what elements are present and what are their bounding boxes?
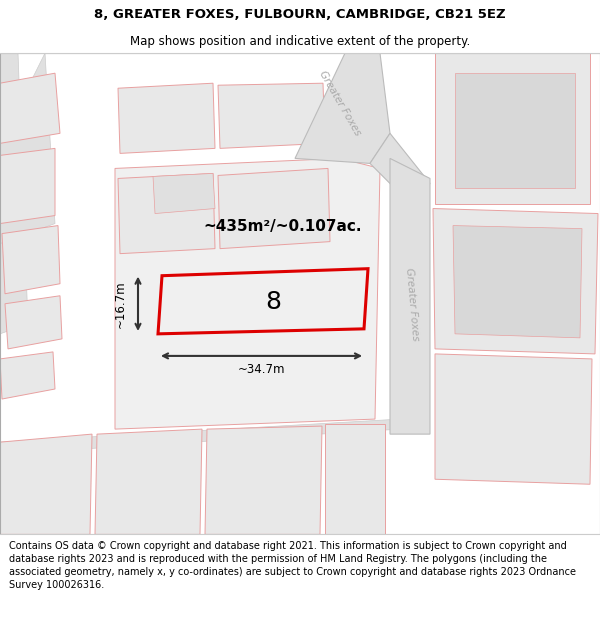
Text: Contains OS data © Crown copyright and database right 2021. This information is : Contains OS data © Crown copyright and d…: [9, 541, 576, 591]
Polygon shape: [370, 133, 430, 204]
Polygon shape: [0, 53, 28, 334]
Text: 8: 8: [265, 290, 281, 314]
Polygon shape: [118, 173, 215, 254]
Text: Map shows position and indicative extent of the property.: Map shows position and indicative extent…: [130, 35, 470, 48]
Polygon shape: [0, 434, 92, 534]
Polygon shape: [295, 53, 390, 163]
Polygon shape: [433, 209, 598, 354]
Polygon shape: [0, 148, 55, 224]
Polygon shape: [218, 83, 325, 148]
Polygon shape: [2, 226, 60, 294]
Polygon shape: [95, 429, 202, 534]
Polygon shape: [455, 73, 575, 189]
Polygon shape: [0, 419, 400, 454]
Polygon shape: [0, 352, 55, 399]
Polygon shape: [153, 173, 215, 214]
Polygon shape: [435, 53, 590, 204]
Polygon shape: [205, 426, 322, 534]
Polygon shape: [390, 158, 430, 434]
Polygon shape: [158, 269, 368, 334]
Text: Greater Foxes: Greater Foxes: [404, 267, 420, 341]
Polygon shape: [0, 73, 60, 143]
Text: ~34.7m: ~34.7m: [238, 364, 285, 376]
Text: ~16.7m: ~16.7m: [113, 280, 127, 328]
Text: 8, GREATER FOXES, FULBOURN, CAMBRIDGE, CB21 5EZ: 8, GREATER FOXES, FULBOURN, CAMBRIDGE, C…: [94, 8, 506, 21]
Polygon shape: [5, 296, 62, 349]
Polygon shape: [115, 158, 380, 429]
Polygon shape: [0, 53, 55, 244]
Polygon shape: [325, 424, 385, 534]
Polygon shape: [218, 168, 330, 249]
Text: Greater Foxes: Greater Foxes: [317, 69, 362, 138]
Polygon shape: [435, 354, 592, 484]
Text: ~435m²/~0.107ac.: ~435m²/~0.107ac.: [204, 219, 362, 234]
Polygon shape: [453, 226, 582, 338]
Polygon shape: [118, 83, 215, 153]
